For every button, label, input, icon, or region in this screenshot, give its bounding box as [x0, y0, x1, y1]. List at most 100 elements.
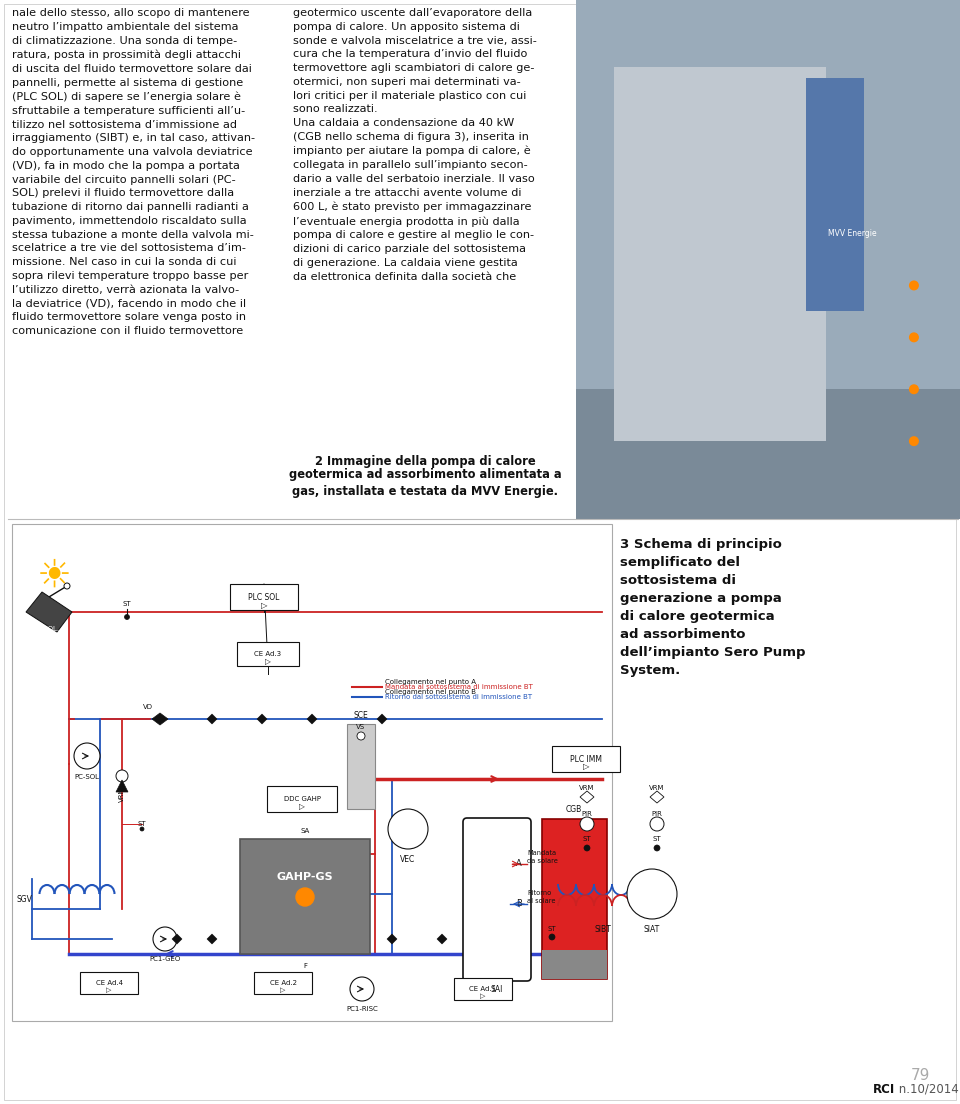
Circle shape	[116, 769, 128, 782]
Bar	[267, 786, 337, 813]
Bar	[230, 584, 298, 611]
Text: 79: 79	[910, 1068, 929, 1083]
Bar	[240, 839, 370, 954]
Text: A: A	[516, 860, 522, 869]
Circle shape	[296, 888, 314, 906]
Circle shape	[909, 384, 919, 394]
Text: Collegamento nel punto A: Collegamento nel punto A	[385, 679, 476, 684]
Text: SCE: SCE	[353, 711, 369, 721]
Polygon shape	[207, 714, 217, 724]
Circle shape	[584, 845, 590, 851]
Bar	[614, 67, 826, 442]
Text: n.10/2014: n.10/2014	[895, 1083, 959, 1096]
Bar	[542, 951, 607, 979]
Text: CE Ad.1: CE Ad.1	[469, 986, 496, 992]
Circle shape	[650, 817, 664, 831]
Circle shape	[627, 869, 677, 919]
Text: Ritorno
al solare: Ritorno al solare	[527, 890, 556, 904]
Circle shape	[153, 927, 177, 951]
Text: PC1-GEO: PC1-GEO	[150, 956, 180, 962]
Polygon shape	[116, 781, 128, 792]
Bar	[12, 524, 612, 1021]
Text: ▷: ▷	[265, 658, 271, 667]
Circle shape	[654, 845, 660, 851]
Text: ST: ST	[123, 601, 132, 607]
Text: 3 Schema di principio
semplificato del
sottosistema di
generazione a pompa
di ca: 3 Schema di principio semplificato del s…	[620, 538, 805, 677]
Circle shape	[64, 583, 70, 590]
FancyBboxPatch shape	[463, 818, 531, 981]
Polygon shape	[172, 934, 182, 944]
Text: VS: VS	[356, 724, 366, 730]
Text: Collegamento nel punto B: Collegamento nel punto B	[385, 689, 476, 696]
Text: geotermico uscente dall’evaporatore della
pompa di calore. Un apposito sistema d: geotermico uscente dall’evaporatore dell…	[293, 8, 537, 282]
Polygon shape	[387, 934, 397, 944]
Circle shape	[909, 332, 919, 342]
Text: CE Ad.4: CE Ad.4	[95, 980, 123, 986]
Circle shape	[549, 934, 555, 940]
Text: ☀: ☀	[36, 558, 71, 595]
Bar	[347, 724, 375, 809]
Text: DDC GAHP: DDC GAHP	[283, 796, 321, 802]
Text: PC1-RISC: PC1-RISC	[347, 1006, 378, 1012]
Text: VRM: VRM	[649, 785, 664, 790]
Polygon shape	[437, 934, 447, 944]
Text: ST: ST	[548, 926, 556, 932]
Text: PLC SOL: PLC SOL	[249, 593, 279, 602]
Text: B: B	[516, 900, 522, 909]
Circle shape	[909, 436, 919, 446]
Text: Mandata
da solare: Mandata da solare	[527, 850, 558, 863]
Text: nale dello stesso, allo scopo di mantenere
neutro l’impatto ambientale del siste: nale dello stesso, allo scopo di mantene…	[12, 8, 255, 336]
Polygon shape	[26, 592, 72, 631]
Bar	[80, 972, 138, 994]
Text: Ritorno dal sottosistema di immissione BT: Ritorno dal sottosistema di immissione B…	[385, 694, 532, 700]
Circle shape	[357, 732, 365, 740]
Text: SA: SA	[300, 828, 310, 834]
Text: ▷: ▷	[300, 803, 305, 811]
Polygon shape	[307, 714, 317, 724]
Text: Mandata al sottosistema di immissione BT: Mandata al sottosistema di immissione BT	[385, 684, 533, 690]
Bar	[237, 643, 299, 666]
Polygon shape	[152, 713, 168, 725]
Text: PLC IMM: PLC IMM	[570, 754, 602, 764]
Text: 2 Immagine della pompa di calore: 2 Immagine della pompa di calore	[315, 455, 536, 468]
Text: SIBT: SIBT	[594, 924, 612, 934]
Text: ST: ST	[583, 836, 591, 842]
Bar	[254, 972, 312, 994]
Text: MVV Energie: MVV Energie	[828, 229, 876, 238]
Text: ST: ST	[137, 821, 146, 827]
Circle shape	[350, 977, 374, 1001]
Circle shape	[580, 817, 594, 831]
Bar	[542, 819, 607, 979]
Bar	[576, 390, 960, 519]
Bar	[576, 0, 960, 519]
Bar	[552, 746, 620, 772]
Text: ST: ST	[653, 836, 661, 842]
Bar	[806, 78, 864, 311]
Text: SIAT: SIAT	[644, 924, 660, 934]
Text: VRM: VRM	[119, 786, 125, 802]
Text: CGB: CGB	[565, 805, 582, 814]
Text: ▷: ▷	[583, 763, 589, 772]
Text: SAI: SAI	[491, 985, 503, 994]
Polygon shape	[207, 934, 217, 944]
Text: PIR: PIR	[652, 811, 662, 817]
Text: ▷: ▷	[280, 987, 286, 992]
Text: VD: VD	[143, 704, 153, 710]
Text: SGV: SGV	[16, 894, 32, 903]
Bar	[454, 978, 512, 1000]
Text: RCI: RCI	[873, 1083, 895, 1096]
Text: P.SOL.: P.SOL.	[38, 626, 60, 631]
Text: GAHP-GS: GAHP-GS	[276, 872, 333, 882]
Circle shape	[140, 827, 144, 831]
Text: F: F	[303, 963, 307, 969]
Polygon shape	[580, 790, 594, 803]
Circle shape	[125, 615, 130, 619]
Circle shape	[74, 743, 100, 769]
Polygon shape	[377, 714, 387, 724]
Polygon shape	[650, 790, 664, 803]
Text: ▷: ▷	[480, 992, 486, 999]
Text: PC-SOL: PC-SOL	[75, 774, 100, 781]
Text: CE Ad.2: CE Ad.2	[270, 980, 297, 986]
Polygon shape	[257, 714, 267, 724]
Circle shape	[388, 809, 428, 849]
